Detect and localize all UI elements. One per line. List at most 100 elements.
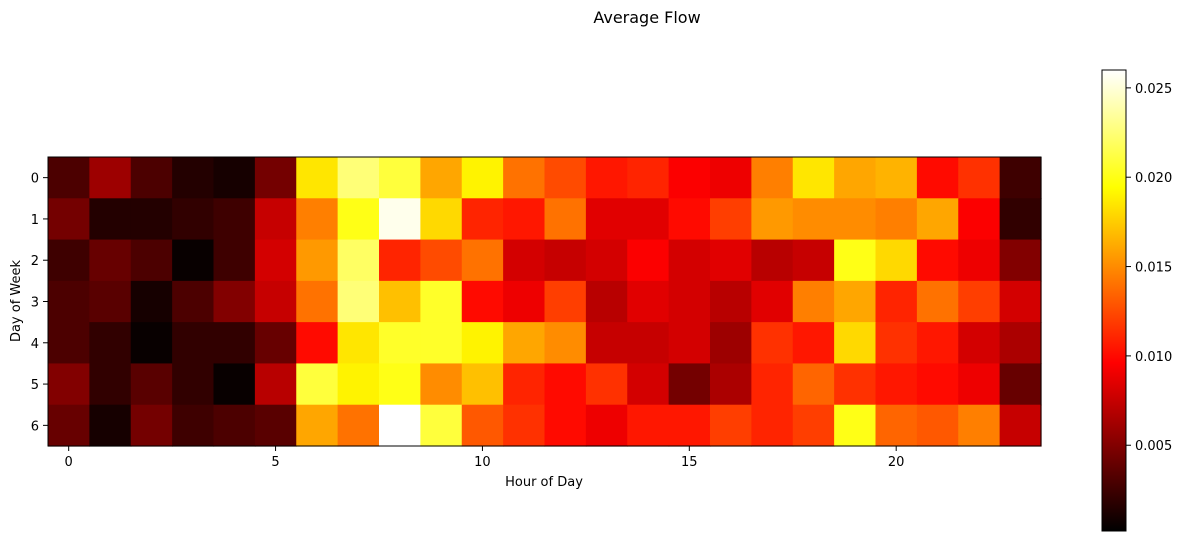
heatmap-cell [585, 198, 628, 241]
heatmap-cell [544, 363, 587, 406]
heatmap-cell [999, 239, 1042, 282]
heatmap-cell [834, 404, 877, 447]
heatmap-cell [379, 322, 421, 365]
y-tick-label: 0 [31, 172, 39, 187]
heatmap-cell [213, 280, 256, 323]
heatmap-cell [420, 239, 463, 282]
heatmap-cell [585, 280, 628, 323]
heatmap-cell [668, 404, 711, 447]
colorbar-tick-label: 0.005 [1135, 439, 1172, 454]
heatmap-cell [503, 280, 546, 323]
heatmap-cell [461, 157, 504, 199]
heatmap-cell [751, 198, 794, 241]
heatmap-cell [172, 239, 215, 282]
heatmap-cell [710, 363, 752, 406]
heatmap-cell [461, 239, 504, 282]
x-tick-label: 0 [65, 455, 73, 470]
colorbar-ticks: 0.005 0.010 0.015 0.020 0.025 [1126, 82, 1172, 454]
heatmap-cell [668, 198, 711, 241]
heatmap-cell [172, 322, 215, 365]
heatmap-cell [337, 363, 380, 406]
heatmap-cell [89, 239, 132, 282]
heatmap-cell [254, 363, 297, 406]
heatmap-cell [958, 239, 1001, 282]
heatmap-cell [213, 157, 256, 199]
heatmap-cell [296, 157, 339, 199]
y-tick-label: 3 [31, 296, 39, 311]
heatmap-cell [751, 363, 794, 406]
heatmap-cell [585, 404, 628, 447]
heatmap-cell [48, 322, 90, 365]
heatmap-cell [48, 280, 90, 323]
heatmap-cell [296, 280, 339, 323]
heatmap-cell [668, 157, 711, 199]
heatmap-cell [89, 280, 132, 323]
heatmap-cell [254, 239, 297, 282]
heatmap-cell [999, 198, 1042, 241]
heatmap-cell [751, 239, 794, 282]
heatmap-cell [916, 322, 959, 365]
heatmap-cell [213, 198, 256, 241]
heatmap-cell [296, 404, 339, 447]
heatmap-cell [379, 404, 421, 447]
heatmap-cell [958, 157, 1001, 199]
heatmap-cell [89, 404, 132, 447]
y-tick-label: 5 [31, 378, 39, 393]
heatmap-cell [48, 239, 90, 282]
colorbar-tick-label: 0.010 [1135, 350, 1172, 365]
heatmap-cell [875, 322, 918, 365]
heatmap-cell [130, 157, 173, 199]
heatmap-cell [585, 322, 628, 365]
heatmap-cell [213, 363, 256, 406]
colorbar-tick-label: 0.025 [1135, 82, 1172, 97]
x-tick-label: 5 [271, 455, 279, 470]
heatmap-cell [172, 198, 215, 241]
x-axis-ticks: 0 5 10 15 20 [65, 446, 904, 470]
heatmap-cell [130, 239, 173, 282]
heatmap-cell [379, 157, 421, 199]
heatmap-cell [503, 198, 546, 241]
heatmap-cell [668, 363, 711, 406]
heatmap-cell [585, 157, 628, 199]
heatmap-cell [461, 198, 504, 241]
heatmap-cell [999, 280, 1042, 323]
heatmap-cell [337, 280, 380, 323]
heatmap-cell [875, 280, 918, 323]
heatmap-cell [254, 404, 297, 447]
heatmap-cell [130, 322, 173, 365]
heatmap-cell [420, 280, 463, 323]
heatmap-cell [544, 198, 587, 241]
x-tick-label: 15 [681, 455, 698, 470]
heatmap-cell [668, 322, 711, 365]
heatmap-cell [172, 363, 215, 406]
heatmap-cell [627, 198, 670, 241]
chart-title: Average Flow [593, 8, 700, 27]
heatmap-cell [89, 198, 132, 241]
heatmap-cell [668, 280, 711, 323]
heatmap-cell [916, 239, 959, 282]
heatmap-cell [875, 404, 918, 447]
heatmap-cell [48, 404, 90, 447]
heatmap-cell [544, 322, 587, 365]
heatmap-cell [254, 157, 297, 199]
y-tick-label: 1 [31, 213, 39, 228]
heatmap-cell [627, 280, 670, 323]
heatmap-cell [916, 280, 959, 323]
heatmap-cell [544, 404, 587, 447]
heatmap-cell [544, 239, 587, 282]
heatmap-cell [420, 404, 463, 447]
heatmap-cell [999, 404, 1042, 447]
heatmap-cell [172, 404, 215, 447]
heatmap-cell [792, 363, 835, 406]
y-axis-label: Day of Week [9, 259, 24, 342]
heatmap-cell [48, 198, 90, 241]
heatmap-cell [503, 157, 546, 199]
heatmap-cell [710, 198, 752, 241]
heatmap-cell [958, 280, 1001, 323]
heatmap-cell [544, 157, 587, 199]
heatmap-cell [627, 322, 670, 365]
heatmap-cell [668, 239, 711, 282]
heatmap-cells [48, 157, 1042, 447]
heatmap-cell [585, 239, 628, 282]
heatmap-cell [999, 157, 1042, 199]
